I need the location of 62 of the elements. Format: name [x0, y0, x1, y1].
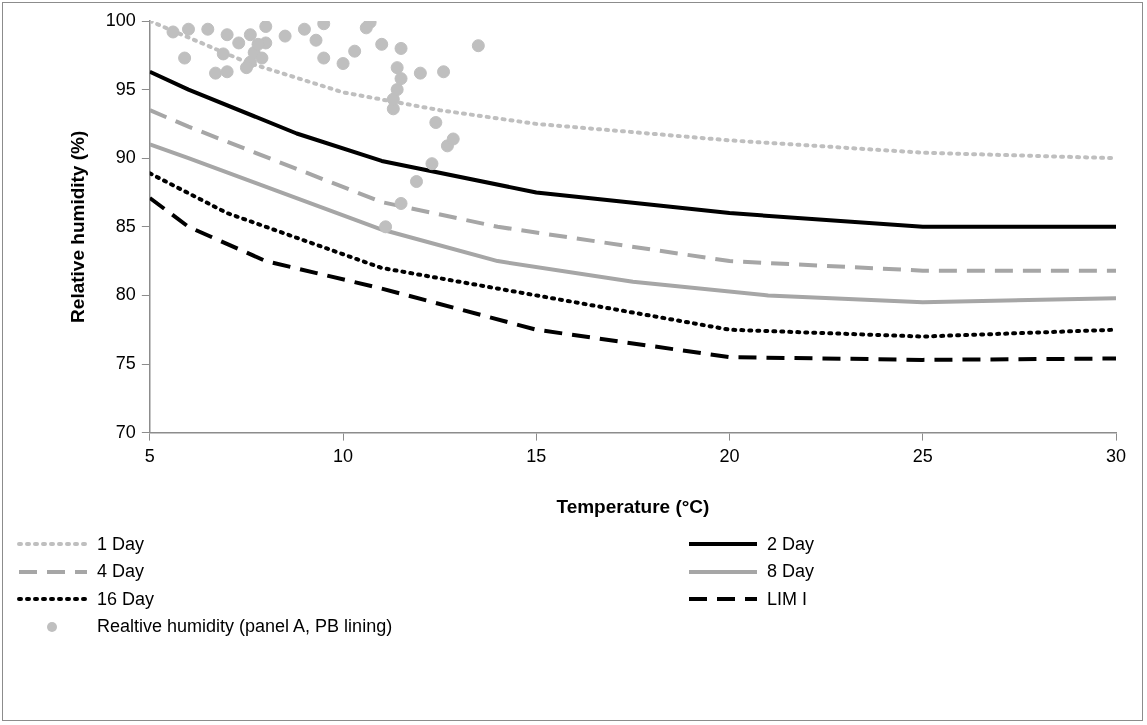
point	[297, 22, 311, 36]
y-tick-label: 75	[115, 352, 136, 373]
point	[437, 65, 451, 79]
point	[386, 92, 400, 106]
point	[255, 51, 269, 65]
point	[394, 196, 408, 210]
legend-label: 4 Day	[97, 561, 145, 582]
point	[413, 66, 427, 80]
point	[278, 29, 292, 43]
y-axis-title: Relative humidity (%)	[66, 130, 88, 323]
point	[429, 116, 443, 130]
legend-label: 1 Day	[97, 533, 145, 555]
y-tick-label: 85	[115, 215, 136, 236]
legend-label: 8 Day	[767, 561, 815, 582]
point	[181, 22, 195, 36]
x-tick-label: 15	[526, 446, 547, 467]
point	[425, 157, 439, 171]
point	[239, 61, 253, 75]
point	[259, 21, 273, 33]
point	[394, 41, 408, 55]
y-tick-label: 70	[115, 421, 136, 442]
point	[220, 65, 234, 79]
x-tick-label: 5	[144, 446, 155, 467]
point	[379, 220, 393, 234]
x-axis-title: Temperature (°C)	[556, 495, 710, 517]
point	[446, 132, 460, 146]
point	[394, 72, 408, 86]
x-tick-label: 25	[912, 446, 933, 467]
y-tick-label: 90	[115, 147, 136, 168]
point	[471, 39, 485, 53]
point	[348, 44, 362, 58]
legend-label: 2 Day	[767, 533, 815, 555]
point	[201, 22, 215, 36]
point	[410, 175, 423, 189]
point	[359, 21, 373, 35]
line-series	[149, 195, 1116, 362]
point	[375, 37, 389, 51]
y-tick-label: 95	[115, 78, 136, 99]
line-series	[149, 21, 1116, 161]
point	[220, 28, 234, 42]
legend-label: LIM I	[767, 588, 808, 610]
point	[209, 66, 223, 80]
point	[216, 47, 230, 61]
x-tick-label: 20	[719, 446, 740, 467]
point	[317, 51, 331, 65]
point	[251, 37, 265, 51]
point	[390, 83, 404, 97]
legend-label: Realtive humidity (panel A, PB lining)	[97, 616, 393, 637]
point	[166, 25, 180, 39]
point	[336, 57, 350, 71]
y-tick-label: 100	[105, 9, 136, 30]
point	[309, 33, 323, 47]
y-tick-label: 80	[115, 284, 136, 305]
point	[390, 61, 404, 75]
point	[178, 51, 192, 65]
line-series	[149, 108, 1116, 273]
x-tick-label: 10	[333, 446, 354, 467]
point	[232, 36, 246, 50]
point	[243, 28, 257, 42]
legend-label: 16 Day	[97, 588, 155, 610]
line-series	[149, 171, 1116, 339]
x-tick-label: 30	[1105, 446, 1127, 467]
